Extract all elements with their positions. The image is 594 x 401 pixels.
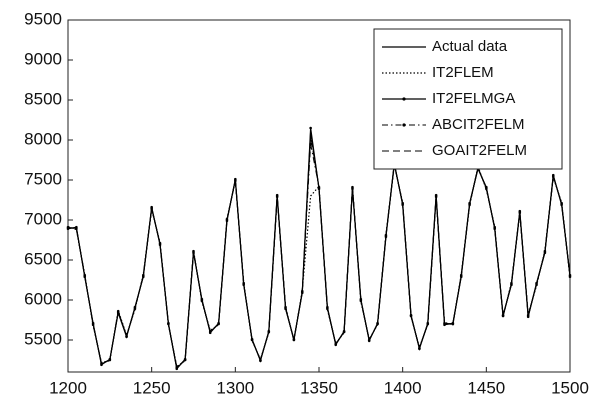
legend: Actual data IT2FLEM IT2FELMGA ABCIT2FELM GOA… <box>373 28 563 170</box>
series-marker <box>309 126 312 130</box>
legend-label: IT2FLEM <box>432 64 494 81</box>
x-tick-label: 1500 <box>551 378 589 397</box>
series-marker <box>376 322 379 326</box>
y-tick-label: 6000 <box>24 289 62 308</box>
series-marker <box>91 323 95 327</box>
y-tick-label: 7500 <box>24 169 62 188</box>
x-tick-label: 1450 <box>467 378 505 397</box>
y-tick-label: 9500 <box>24 9 62 28</box>
series-marker <box>384 233 388 237</box>
legend-label: GOAIT2FELM <box>432 142 527 159</box>
series-marker <box>451 322 455 326</box>
legend-marker <box>402 97 406 101</box>
series-marker <box>259 358 262 362</box>
y-tick-label: 8500 <box>24 89 62 108</box>
series-marker <box>275 195 279 199</box>
series-marker <box>192 249 195 253</box>
series-marker <box>501 314 505 318</box>
series-line <box>68 135 571 369</box>
x-tick-label: 1350 <box>300 378 338 397</box>
y-tick-label: 8000 <box>24 129 62 148</box>
series-marker <box>334 342 338 346</box>
series-marker <box>351 185 354 189</box>
y-tick-label: 5500 <box>24 329 62 348</box>
legend-label: ABCIT2FELM <box>432 116 525 133</box>
series-marker <box>75 227 78 231</box>
series-line <box>67 143 571 369</box>
y-tick-label: 7000 <box>24 209 62 228</box>
y-tick-label: 6500 <box>24 249 62 268</box>
series-marker <box>142 273 145 277</box>
series-marker <box>125 334 128 338</box>
series-marker <box>510 281 513 285</box>
series-marker <box>551 175 555 179</box>
x-tick-label: 1250 <box>133 378 171 397</box>
x-tick-label: 1400 <box>384 378 422 397</box>
series-marker <box>284 305 287 309</box>
series-marker <box>568 275 572 279</box>
series-marker <box>535 283 538 287</box>
x-tick-label: 1300 <box>216 378 254 397</box>
series-marker <box>217 322 220 326</box>
y-tick-label: 9000 <box>24 49 62 68</box>
series-marker <box>150 207 153 211</box>
series-marker <box>309 142 312 146</box>
legend-label: IT2FELMGA <box>432 90 515 107</box>
legend-marker <box>402 123 406 127</box>
series-marker <box>443 321 446 325</box>
legend-label: Actual data <box>432 38 508 55</box>
x-tick-label: 1200 <box>49 378 87 397</box>
series-marker <box>208 329 212 333</box>
series-marker <box>250 338 254 342</box>
